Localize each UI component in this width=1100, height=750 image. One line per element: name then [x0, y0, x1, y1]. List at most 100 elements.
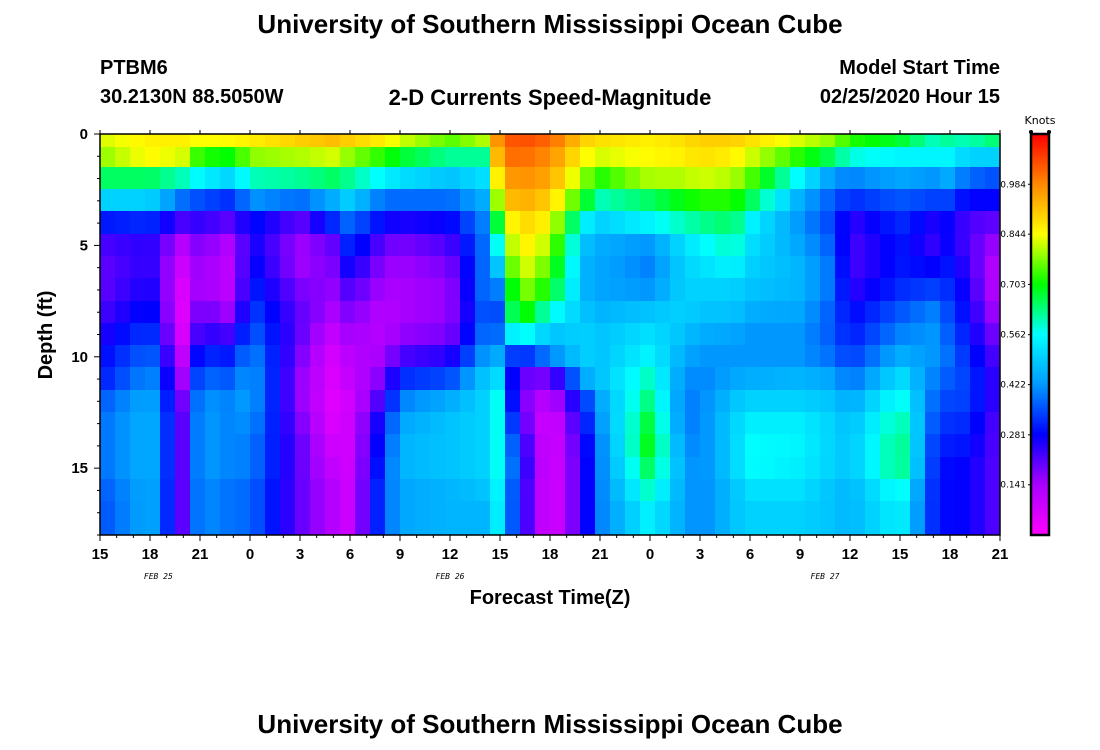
- heatmap-cell: [400, 134, 416, 149]
- heatmap-cell: [550, 390, 566, 414]
- x-axis-title: Forecast Time(Z): [470, 587, 631, 609]
- heatmap-cell: [535, 278, 551, 303]
- heatmap-cell: [700, 147, 716, 169]
- heatmap-cell: [160, 134, 176, 149]
- heatmap-cell: [220, 189, 236, 213]
- heatmap-cell: [505, 412, 521, 436]
- heatmap-cell: [685, 457, 701, 481]
- heatmap-cell: [790, 412, 806, 436]
- heatmap-cell: [535, 167, 551, 191]
- heatmap-cell: [925, 323, 941, 347]
- heatmap-cell: [760, 479, 776, 503]
- heatmap-cell: [430, 434, 446, 459]
- heatmap-cell: [730, 521, 746, 536]
- heatmap-cell: [565, 457, 581, 481]
- heatmap-cell: [550, 278, 566, 303]
- heatmap-cell: [955, 301, 971, 325]
- heatmap-cell: [955, 501, 971, 523]
- heatmap-cell: [250, 301, 266, 325]
- heatmap-cell: [460, 412, 476, 436]
- heatmap-cell: [775, 457, 791, 481]
- heatmap-cell: [145, 167, 161, 191]
- heatmap-cell: [475, 345, 491, 369]
- heatmap-cell: [340, 521, 356, 536]
- heatmap-cell: [265, 301, 281, 325]
- heatmap-cell: [520, 501, 536, 523]
- heatmap-cell: [835, 521, 851, 536]
- heatmap-cell: [760, 301, 776, 325]
- heatmap-cell: [385, 412, 401, 436]
- heatmap-cell: [505, 367, 521, 392]
- heatmap-cell: [595, 457, 611, 481]
- heatmap-cell: [160, 256, 176, 280]
- heatmap-cell: [100, 323, 116, 347]
- y-tick-label: 10: [71, 349, 88, 366]
- heatmap-cell: [730, 167, 746, 191]
- heatmap-cell: [220, 301, 236, 325]
- heatmap-cell: [280, 189, 296, 213]
- heatmap-cell: [955, 345, 971, 369]
- heatmap-cell: [370, 134, 386, 149]
- heatmap-cell: [730, 301, 746, 325]
- heatmap-cell: [610, 390, 626, 414]
- heatmap-cell: [265, 211, 281, 236]
- heatmap-cell: [880, 189, 897, 213]
- heatmap-cell: [310, 521, 326, 536]
- heatmap-cell: [625, 256, 641, 280]
- heatmap-cell: [610, 301, 626, 325]
- heatmap-cell: [775, 211, 791, 236]
- heatmap-cell: [460, 323, 476, 347]
- heatmap-cell: [700, 189, 716, 213]
- heatmap-cell: [880, 345, 897, 369]
- heatmap-cell: [190, 501, 206, 523]
- heatmap-cell: [970, 211, 986, 236]
- heatmap-cell: [580, 234, 596, 258]
- heatmap-cell: [550, 367, 566, 392]
- heatmap-cell: [805, 134, 821, 149]
- heatmap-cell: [265, 234, 281, 258]
- heatmap-cell: [115, 211, 131, 236]
- heatmap-cell: [535, 412, 551, 436]
- heatmap-cell: [370, 301, 386, 325]
- heatmap-cell: [700, 256, 716, 280]
- heatmap-cell: [580, 367, 596, 392]
- heatmap-cell: [475, 234, 491, 258]
- heatmap-cell: [280, 367, 296, 392]
- heatmap-cell: [175, 479, 191, 503]
- heatmap-cell: [880, 167, 897, 191]
- heatmap-cell: [280, 434, 296, 459]
- heatmap-cell: [715, 367, 731, 392]
- heatmap-cell: [145, 345, 161, 369]
- heatmap-cell: [340, 234, 356, 258]
- heatmap-cell: [415, 147, 431, 169]
- heatmap-cell: [865, 134, 881, 149]
- date-label: FEB 27: [811, 572, 840, 581]
- heatmap-cell: [505, 501, 521, 523]
- heatmap-cell: [490, 501, 506, 523]
- heatmap-cell: [460, 345, 476, 369]
- heatmap-cell: [670, 390, 686, 414]
- heatmap-cell: [400, 345, 416, 369]
- heatmap-cell: [160, 521, 176, 536]
- heatmap-cell: [805, 412, 821, 436]
- heatmap-cell: [535, 434, 551, 459]
- heatmap-cell: [730, 434, 746, 459]
- heatmap-cell: [820, 147, 836, 169]
- heatmap-cell: [700, 234, 716, 258]
- heatmap-cell: [535, 521, 551, 536]
- heatmap-cell: [595, 301, 611, 325]
- heatmap-cell: [775, 256, 791, 280]
- heatmap-cell: [745, 147, 761, 169]
- heatmap-cell: [775, 501, 791, 523]
- heatmap-cell: [790, 147, 806, 169]
- heatmap-cell: [115, 189, 131, 213]
- heatmap-cell: [235, 134, 251, 149]
- heatmap-cell: [205, 189, 221, 213]
- heatmap-cell: [520, 412, 536, 436]
- heatmap-cell: [955, 278, 971, 303]
- heatmap-cell: [505, 256, 521, 280]
- heatmap-cell: [385, 278, 401, 303]
- heatmap-cell: [520, 457, 536, 481]
- heatmap-cell: [970, 189, 986, 213]
- heatmap-cell: [355, 412, 371, 436]
